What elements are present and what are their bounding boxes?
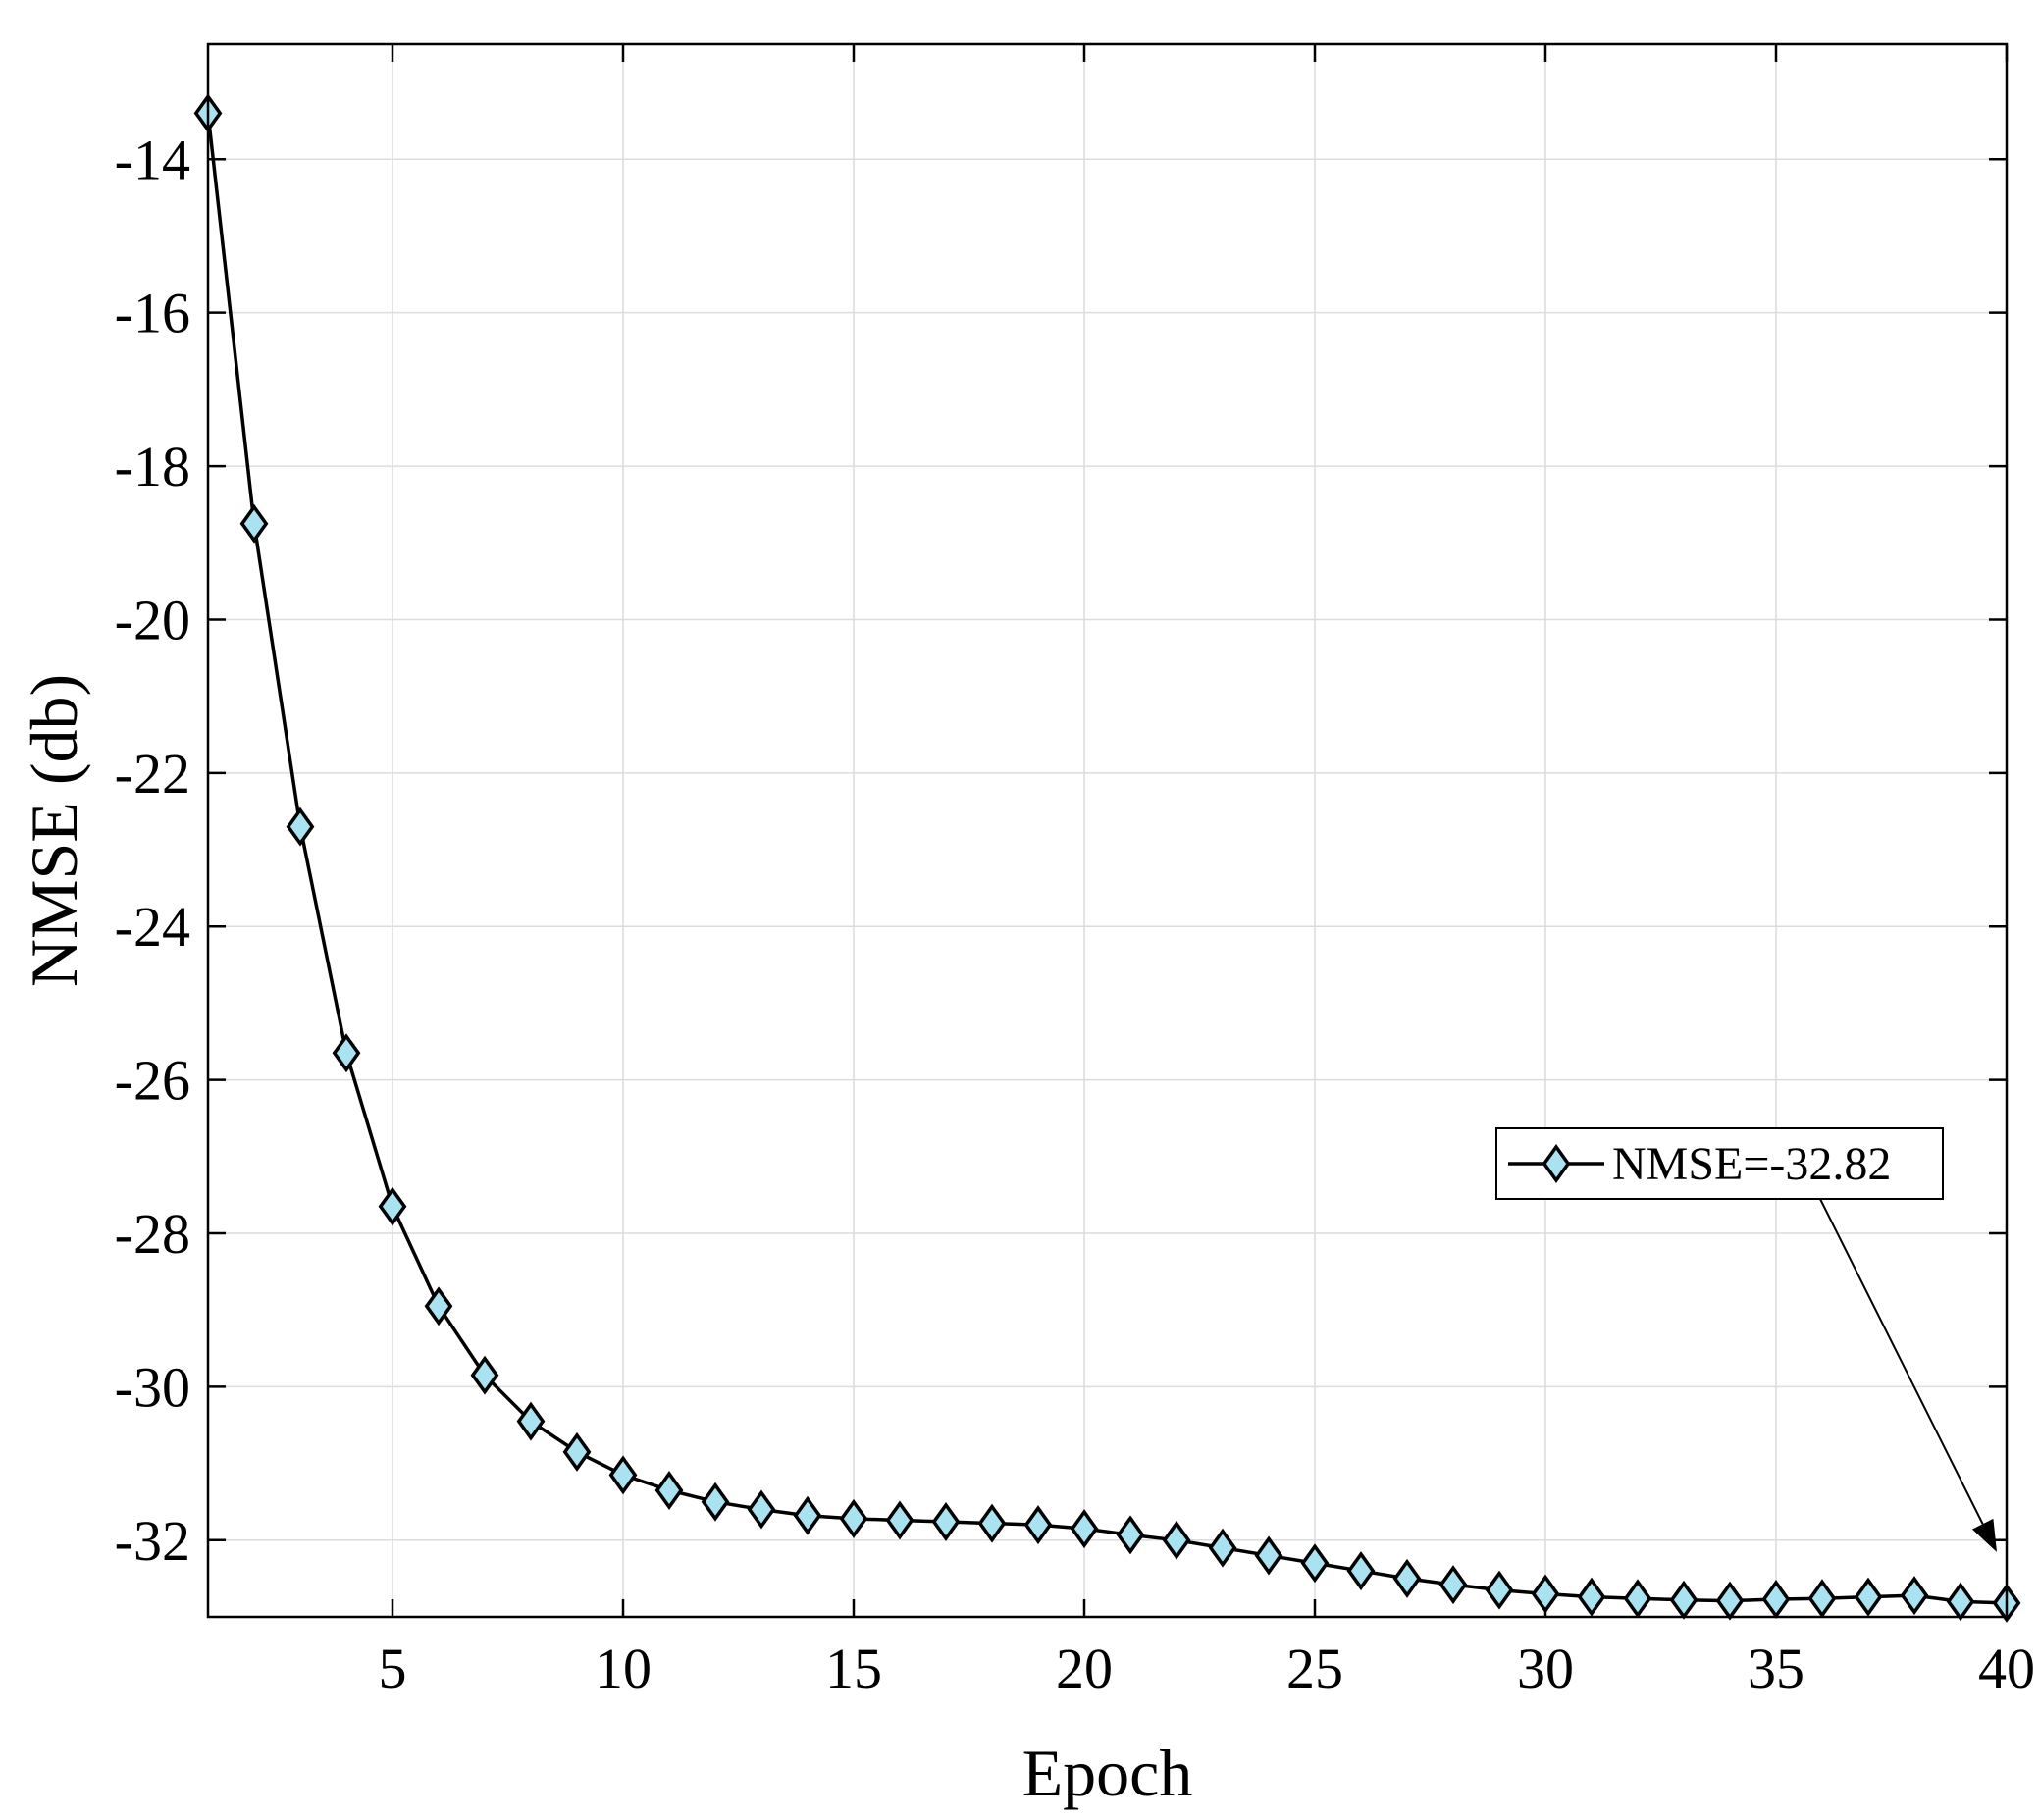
x-tick-label: 10 <box>595 1637 652 1700</box>
nmse-line <box>206 113 2008 1605</box>
data-point-marker <box>654 1470 684 1510</box>
data-point-marker <box>1807 1579 1837 1619</box>
y-tick-label: -24 <box>115 895 190 959</box>
y-tick-label: -28 <box>115 1202 190 1266</box>
x-tick-label: 20 <box>1056 1637 1113 1700</box>
data-point-marker <box>1761 1580 1791 1620</box>
data-point-marker <box>286 806 315 847</box>
y-axis-title: NMSE (db) <box>17 674 91 987</box>
data-point-marker <box>1346 1551 1376 1591</box>
data-point-marker <box>1392 1558 1422 1598</box>
x-tick-label: 15 <box>825 1637 882 1700</box>
data-point-marker <box>1116 1515 1145 1555</box>
data-point-marker <box>608 1455 638 1495</box>
data-point-marker <box>1854 1577 1883 1617</box>
y-tick-label: -26 <box>115 1049 190 1113</box>
data-point-marker <box>885 1500 915 1540</box>
plot-frame <box>206 42 2009 1619</box>
data-point-marker <box>1577 1577 1606 1617</box>
data-point-marker <box>1531 1574 1560 1614</box>
annotation-text: NMSE=-32.82 <box>1612 1138 1891 1190</box>
data-point-marker <box>1208 1528 1237 1568</box>
y-tick-label: -30 <box>115 1355 190 1419</box>
data-point-marker <box>239 503 269 544</box>
data-point-marker <box>378 1186 407 1226</box>
data-point-marker <box>1254 1535 1283 1576</box>
y-tick-label: -20 <box>115 588 190 651</box>
data-point-marker <box>1070 1509 1099 1549</box>
y-tick-label: -32 <box>115 1509 190 1573</box>
data-point-marker <box>332 1033 361 1073</box>
data-point-marker <box>1023 1505 1053 1545</box>
data-point-marker <box>1300 1543 1330 1584</box>
grid-lines <box>208 44 2008 1617</box>
y-tick-label: -14 <box>115 128 190 191</box>
data-point-marker <box>839 1498 868 1538</box>
y-tick-label: -16 <box>115 282 190 345</box>
x-tick-label: 40 <box>1978 1637 2035 1700</box>
data-point-marker <box>1900 1576 1929 1616</box>
nmse-series <box>193 93 2021 1623</box>
data-point-marker <box>1438 1565 1468 1605</box>
data-point-marker <box>1669 1580 1699 1620</box>
data-point-marker <box>470 1355 499 1395</box>
data-point-marker <box>1946 1582 1975 1622</box>
data-point-marker <box>1715 1581 1745 1621</box>
data-point-marker <box>516 1401 546 1441</box>
x-axis-title: Epoch <box>1022 1736 1193 1810</box>
x-tick-label: 35 <box>1748 1637 1804 1700</box>
y-tick-label: -22 <box>115 742 190 806</box>
x-tick-label: 30 <box>1517 1637 1574 1700</box>
diamond-marker-icon <box>1542 1144 1571 1183</box>
x-tick-label: 5 <box>379 1637 407 1700</box>
annotation: NMSE=-32.82 <box>1495 1127 1997 1552</box>
y-tick-labels: -14 -16 -18 -20 -22 -24 -26 -28 -30 -32 <box>115 128 190 1573</box>
data-point-marker <box>562 1431 592 1472</box>
data-point-marker <box>793 1495 822 1535</box>
data-point-marker <box>931 1502 961 1542</box>
annotation-arrow <box>1819 1198 1984 1525</box>
data-point-marker <box>977 1503 1007 1543</box>
data-point-marker <box>1623 1579 1652 1619</box>
data-point-marker <box>424 1286 453 1326</box>
data-point-marker <box>1162 1520 1191 1560</box>
y-tick-label: -18 <box>115 435 190 498</box>
x-tick-label: 25 <box>1286 1637 1343 1700</box>
data-point-marker <box>701 1482 730 1522</box>
arrowhead-icon <box>1971 1518 1997 1552</box>
data-point-marker <box>747 1489 776 1530</box>
data-point-marker <box>1485 1570 1514 1610</box>
x-tick-labels: 5 10 15 20 25 30 35 40 <box>379 1637 2036 1700</box>
